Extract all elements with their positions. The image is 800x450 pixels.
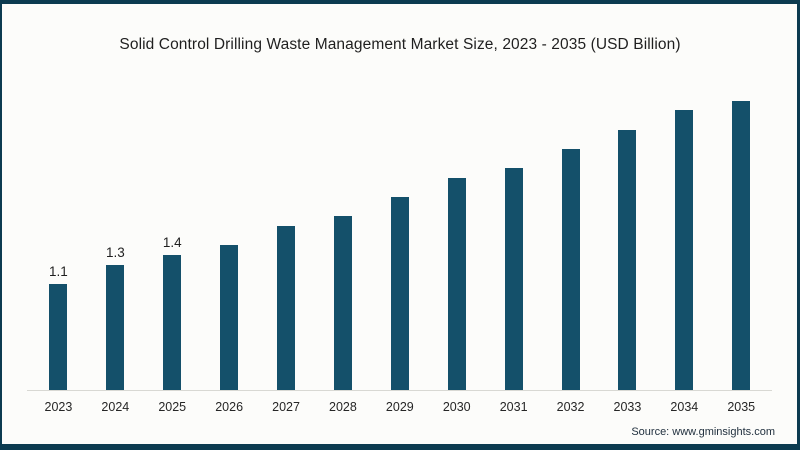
bar-2030: [447, 177, 466, 390]
x-axis-tick-label: 2032: [556, 400, 585, 414]
x-axis-tick-label: 2035: [727, 400, 756, 414]
bar-slot: 1.4 2025: [144, 0, 201, 414]
x-axis-tick-label: 2034: [670, 400, 699, 414]
bar-2033: [618, 129, 637, 390]
bar-value-label: 1.4: [162, 235, 182, 251]
x-axis-tick-label: 2024: [101, 400, 130, 414]
x-axis-tick-label: 2023: [44, 400, 73, 414]
bar-2035: [732, 100, 751, 390]
bar-slot: 2035: [713, 0, 770, 414]
bar-2025: [163, 255, 182, 390]
x-axis-tick-label: 2028: [329, 400, 357, 414]
x-axis-tick-label: 2029: [385, 400, 414, 414]
x-axis-line: [27, 390, 772, 391]
bar-slot: 2033: [599, 0, 656, 414]
x-axis-tick-label: 2025: [158, 400, 187, 414]
bar-2027: [277, 226, 296, 390]
bar-2034: [675, 110, 694, 390]
bar-slot: 1.3 2024: [87, 0, 144, 414]
bar-slot: 2030: [428, 0, 485, 414]
bar-value-label: 1.1: [49, 263, 68, 279]
bar-slot: 1.1 2023: [30, 0, 87, 414]
bar-2032: [561, 149, 580, 390]
bar-plot: 1.1 2023 1.3 2024 1.4 2025 2026 2027 2028 2029 203…: [30, 0, 770, 414]
x-axis-tick-label: 2033: [613, 400, 642, 414]
x-axis-tick-label: 2030: [442, 400, 471, 414]
bar-2031: [504, 168, 523, 390]
x-axis-tick-label: 2031: [499, 400, 528, 414]
bar-2023: [49, 283, 68, 390]
bar-2026: [220, 245, 239, 390]
bar-slot: 2032: [542, 0, 599, 414]
x-axis-tick-label: 2027: [272, 400, 300, 414]
bar-slot: 2028: [315, 0, 372, 414]
source-attribution: Source: www.gminsights.com: [631, 426, 775, 438]
bar-slot: 2029: [371, 0, 428, 414]
bar-slot: 2034: [656, 0, 713, 414]
chart-title: Solid Control Drilling Waste Management …: [119, 36, 681, 53]
bar-slot: 2031: [485, 0, 542, 414]
bar-slot: 2026: [201, 0, 258, 414]
bar-2028: [333, 216, 352, 390]
bar-2024: [106, 264, 125, 390]
bar-value-label: 1.3: [105, 244, 125, 260]
bar-slot: 2027: [258, 0, 315, 414]
x-axis-tick-label: 2026: [215, 400, 244, 414]
bar-2029: [390, 197, 409, 390]
